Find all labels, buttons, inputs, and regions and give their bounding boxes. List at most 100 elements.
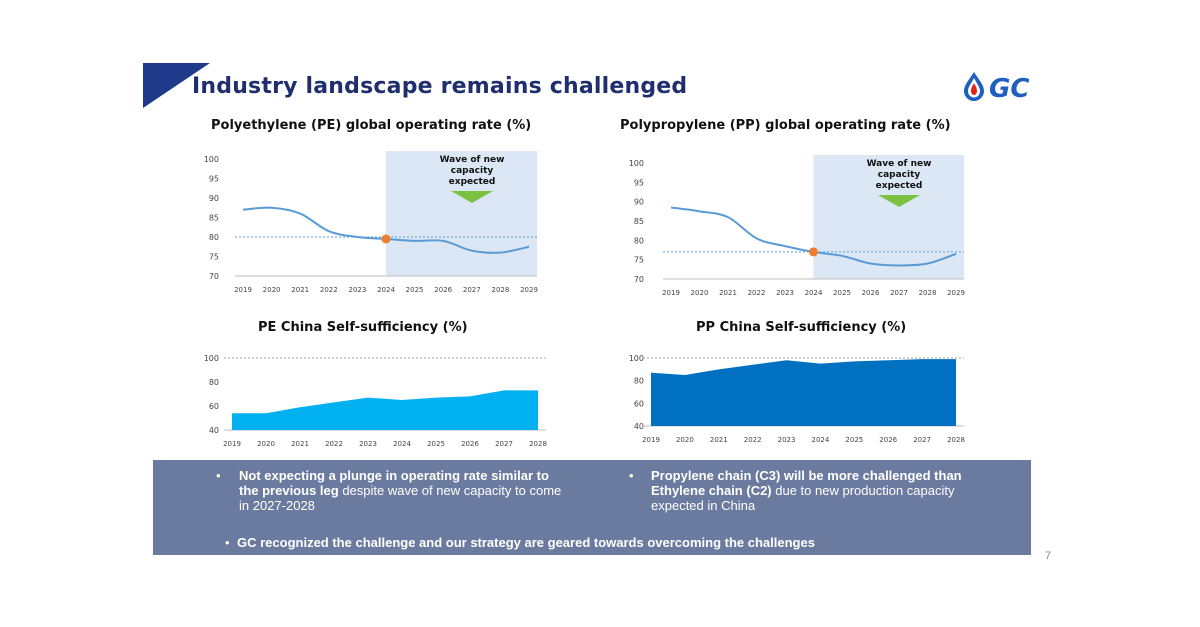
gc-logo: GC bbox=[960, 70, 1055, 106]
x-tick-label: 2019 bbox=[234, 286, 252, 294]
pp-china-title: PP China Self-sufficiency (%) bbox=[696, 320, 907, 335]
x-tick-label: 2025 bbox=[833, 289, 851, 297]
page-title: Industry landscape remains challenged bbox=[192, 74, 688, 99]
x-tick-label: 2019 bbox=[662, 289, 680, 297]
y-tick-label: 75 bbox=[634, 256, 644, 265]
annotation-text: expected bbox=[876, 181, 923, 191]
x-tick-label: 2029 bbox=[520, 286, 538, 294]
bullet-marker: • bbox=[629, 468, 634, 483]
x-tick-label: 2021 bbox=[719, 289, 737, 297]
y-tick-label: 80 bbox=[634, 377, 644, 386]
pe-china-chart: 40 60 80 100 2019 2020 2021 2022 2023 2024 2025 202… bbox=[204, 354, 547, 448]
annotation-text: capacity bbox=[878, 170, 921, 180]
left-bullet-rest: despite wave of new capacity to come in … bbox=[239, 483, 562, 513]
gc-logo-icon: GC bbox=[964, 72, 1029, 104]
x-tick-label: 2027 bbox=[495, 440, 513, 448]
x-tick-label: 2025 bbox=[406, 286, 424, 294]
bottom-bullet-text: GC recognized the challenge and our stra… bbox=[237, 535, 815, 550]
y-tick-label: 70 bbox=[209, 272, 219, 281]
page-number: 7 bbox=[1045, 550, 1052, 562]
pe-operating-title: Polyethylene (PE) global operating rate … bbox=[211, 118, 532, 133]
annotation-text: Wave of new bbox=[867, 159, 932, 169]
pp-operating-chart: 70 75 80 85 90 95 100 2019 2020 2021 2022 2023 2024 2… bbox=[629, 155, 965, 297]
x-tick-label: 2025 bbox=[845, 436, 863, 444]
x-tick-label: 2021 bbox=[291, 440, 309, 448]
x-tick-label: 2027 bbox=[890, 289, 908, 297]
x-tick-label: 2021 bbox=[291, 286, 309, 294]
x-tick-label: 2022 bbox=[748, 289, 766, 297]
pp-operating-title: Polypropylene (PP) global operating rate… bbox=[620, 118, 951, 133]
y-tick-label: 60 bbox=[634, 399, 644, 408]
y-tick-label: 95 bbox=[634, 178, 644, 187]
x-tick-label: 2026 bbox=[862, 289, 880, 297]
x-tick-label: 2020 bbox=[691, 289, 709, 297]
x-tick-label: 2023 bbox=[348, 286, 366, 294]
y-tick-label: 80 bbox=[634, 236, 644, 245]
pe-china-title: PE China Self-sufficiency (%) bbox=[258, 320, 468, 335]
x-tick-label: 2028 bbox=[491, 286, 509, 294]
y-tick-label: 60 bbox=[209, 402, 219, 411]
annotation-text: capacity bbox=[451, 166, 494, 176]
y-tick-label: 90 bbox=[634, 198, 644, 207]
y-tick-label: 90 bbox=[209, 194, 219, 203]
annotation-text: Wave of new bbox=[440, 155, 505, 165]
x-tick-label: 2028 bbox=[947, 436, 965, 444]
left-bullet-bold: Not expecting a plunge in operating rate… bbox=[239, 468, 549, 498]
annotation-arrow bbox=[878, 195, 920, 207]
x-tick-label: 2023 bbox=[359, 440, 377, 448]
x-tick-label: 2026 bbox=[434, 286, 452, 294]
corner-decoration bbox=[143, 63, 210, 108]
y-tick-label: 70 bbox=[634, 275, 644, 284]
bullet-marker: • bbox=[225, 535, 230, 550]
x-tick-label: 2024 bbox=[812, 436, 830, 444]
x-tick-label: 2029 bbox=[947, 289, 965, 297]
x-tick-label: 2022 bbox=[325, 440, 343, 448]
x-tick-label: 2021 bbox=[710, 436, 728, 444]
x-tick-label: 2020 bbox=[676, 436, 694, 444]
x-tick-label: 2023 bbox=[776, 289, 794, 297]
y-tick-label: 80 bbox=[209, 378, 219, 387]
y-tick-label: 100 bbox=[629, 354, 644, 363]
y-tick-label: 85 bbox=[209, 214, 219, 223]
x-tick-label: 2020 bbox=[257, 440, 275, 448]
x-tick-label: 2024 bbox=[393, 440, 411, 448]
pp-china-chart: 40 60 80 100 2019 2020 2021 2022 2023 2024 2025 202… bbox=[629, 354, 965, 444]
y-tick-label: 40 bbox=[209, 426, 219, 435]
x-tick-label: 2028 bbox=[529, 440, 547, 448]
area-series bbox=[232, 390, 538, 430]
x-tick-label: 2024 bbox=[805, 289, 823, 297]
svg-text:GC: GC bbox=[989, 74, 1029, 102]
x-tick-label: 2023 bbox=[778, 436, 796, 444]
right-bullet-text: Propylene chain (C3) will be more challe… bbox=[651, 468, 991, 513]
y-tick-label: 40 bbox=[634, 422, 644, 431]
x-tick-label: 2019 bbox=[642, 436, 660, 444]
left-bullet-text: Not expecting a plunge in operating rate… bbox=[239, 468, 569, 513]
bullet-marker: • bbox=[216, 468, 221, 483]
annotation-text: expected bbox=[449, 177, 496, 187]
y-tick-label: 80 bbox=[209, 233, 219, 242]
x-tick-label: 2026 bbox=[879, 436, 897, 444]
x-tick-label: 2022 bbox=[744, 436, 762, 444]
forecast-shade bbox=[813, 155, 964, 279]
x-tick-label: 2022 bbox=[320, 286, 338, 294]
x-tick-label: 2020 bbox=[263, 286, 281, 294]
highlight-marker bbox=[381, 234, 391, 244]
y-tick-label: 85 bbox=[634, 217, 644, 226]
x-tick-label: 2028 bbox=[919, 289, 937, 297]
y-tick-label: 100 bbox=[204, 354, 219, 363]
x-tick-label: 2024 bbox=[377, 286, 395, 294]
forecast-shade bbox=[386, 151, 537, 276]
y-tick-label: 75 bbox=[209, 253, 219, 262]
x-tick-label: 2025 bbox=[427, 440, 445, 448]
x-tick-label: 2027 bbox=[463, 286, 481, 294]
x-tick-label: 2019 bbox=[223, 440, 241, 448]
pe-operating-chart: 70 75 80 85 90 95 100 2019 2020 2021 2022 2023 2024 2… bbox=[204, 151, 538, 294]
summary-banner: • Not expecting a plunge in operating ra… bbox=[153, 460, 1031, 555]
y-tick-label: 100 bbox=[204, 155, 219, 164]
x-tick-label: 2026 bbox=[461, 440, 479, 448]
annotation-arrow bbox=[451, 191, 493, 203]
x-tick-label: 2027 bbox=[913, 436, 931, 444]
area-series bbox=[651, 359, 956, 426]
y-tick-label: 100 bbox=[629, 159, 644, 168]
right-bullet-rest: due to new production capacity expected … bbox=[651, 483, 955, 513]
